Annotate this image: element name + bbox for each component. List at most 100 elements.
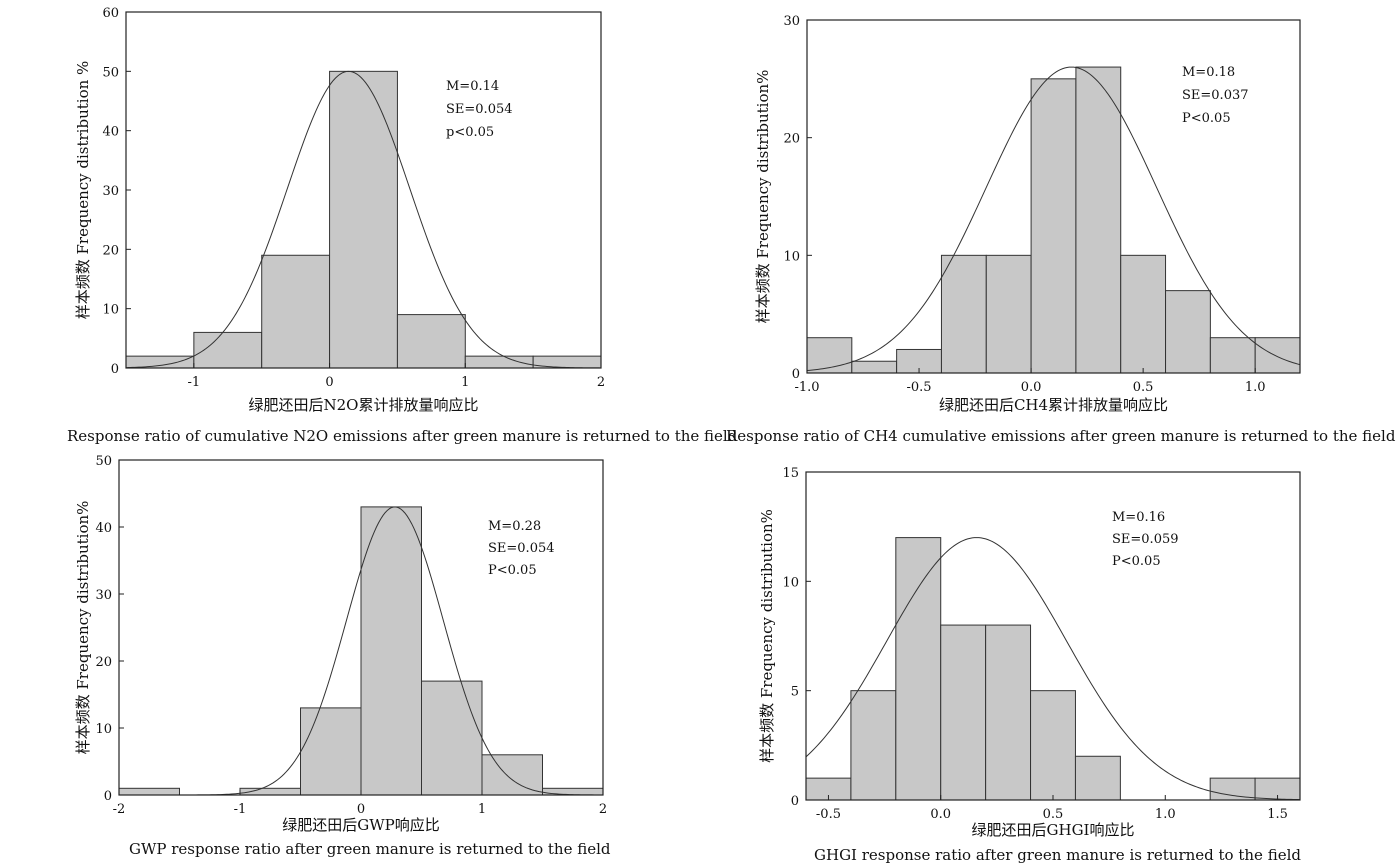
ghgi-histogram-bar [850, 690, 897, 801]
n2o-y-tick-label: 0 [111, 362, 119, 377]
n2o-histogram-bar [329, 70, 398, 369]
n2o-y-tick-label: 50 [102, 65, 119, 80]
ghgi-stat-label: M=0.16 [1112, 510, 1165, 525]
ghgi-histogram-bar [895, 537, 942, 801]
ch4-x-tick-label: 1.0 [1245, 380, 1266, 395]
gwp-y-axis-title: 样本频数 Frequency distribution% [74, 501, 92, 755]
ghgi-x-tick-label: 0.0 [930, 807, 951, 822]
ch4-y-axis-title: 样本频数 Frequency distribution% [754, 70, 772, 324]
gwp-histogram-bar [300, 707, 362, 796]
n2o-histogram-chart: 0 10 20 30 40 50 60 -1 0 1 2 M=0.14 SE=0.054 p<0.05 绿肥… [74, 6, 605, 414]
n2o-y-axis-title: 样本频数 Frequency distribution % [74, 61, 92, 320]
ghgi-x-tick-label: 1.5 [1267, 807, 1288, 822]
n2o-y-tick-label: 30 [102, 184, 119, 199]
ch4-chart-caption: Response ratio of CH4 cumulative emissio… [726, 427, 1396, 445]
gwp-y-tick-label: 40 [95, 521, 112, 536]
gwp-histogram-bar [421, 680, 483, 796]
gwp-histogram-chart: 0 10 20 30 40 50 -2 -1 0 1 2 M=0.28 SE=0.054 P<0.05 绿肥… [74, 454, 607, 834]
ghgi-histogram-panel: 0 5 10 15 -0.5 0.0 0.5 1.0 1.5 M=0.16 SE=0.059 P<0.… [700, 450, 1399, 868]
ch4-histogram-bar [1209, 337, 1256, 374]
ghgi-y-tick-label: 5 [791, 685, 799, 700]
ghgi-histogram-bar [940, 624, 987, 801]
gwp-y-tick-label: 0 [104, 789, 112, 804]
ghgi-x-tick-label: -0.5 [816, 807, 841, 822]
gwp-x-tick-label: 0 [357, 802, 365, 817]
ch4-histogram-chart: 0 10 20 30 -1.0 -0.5 0.0 0.5 1.0 M=0.18 SE=0.037 P<… [754, 14, 1301, 414]
ch4-stat-label: P<0.05 [1182, 111, 1231, 126]
gwp-histogram-bar [481, 754, 543, 796]
ghgi-x-tick-label: 0.5 [1043, 807, 1064, 822]
ch4-histogram-panel: 0 10 20 30 -1.0 -0.5 0.0 0.5 1.0 M=0.18 SE=0.037 P<… [700, 0, 1399, 450]
ch4-histogram-bar [1254, 337, 1301, 374]
ghgi-y-tick-label: 0 [791, 794, 799, 809]
n2o-histogram-bar [464, 355, 534, 369]
ch4-y-tick-label: 10 [783, 249, 800, 264]
gwp-y-tick-label: 50 [95, 454, 112, 469]
gwp-x-axis-title: 绿肥还田后GWP响应比 [282, 816, 440, 834]
ch4-x-tick-label: -1.0 [794, 380, 819, 395]
ch4-y-tick-label: 0 [792, 367, 800, 382]
gwp-histogram-bar [118, 787, 180, 796]
n2o-histogram-bar [396, 314, 466, 369]
ghgi-y-tick-label: 10 [782, 575, 799, 590]
ch4-y-tick-label: 20 [783, 132, 800, 147]
ch4-histogram-bar [940, 254, 987, 374]
n2o-stat-label: SE=0.054 [446, 102, 513, 117]
gwp-histogram-bar [360, 506, 422, 796]
n2o-y-tick-label: 10 [102, 303, 119, 318]
n2o-normal-curve [125, 70, 602, 369]
n2o-histogram-panel: 0 10 20 30 40 50 60 -1 0 1 2 M=0.14 SE=0.054 p<0.05 绿肥… [0, 0, 737, 450]
ch4-x-tick-label: -0.5 [907, 380, 932, 395]
ch4-y-tick-label: 30 [783, 14, 800, 29]
ghgi-histogram-bar [985, 624, 1032, 801]
n2o-stat-label: M=0.14 [446, 79, 499, 94]
gwp-y-tick-label: 30 [95, 588, 112, 603]
n2o-x-axis-title: 绿肥还田后N2O累计排放量响应比 [249, 396, 479, 414]
ghgi-y-axis-title: 样本频数 Frequency distribution% [758, 509, 776, 763]
ch4-x-tick-label: 0.0 [1021, 380, 1042, 395]
n2o-y-tick-label: 40 [102, 125, 119, 140]
ch4-stat-label: SE=0.037 [1182, 88, 1249, 103]
ch4-histogram-bar [851, 360, 898, 374]
ghgi-x-tick-label: 1.0 [1155, 807, 1176, 822]
n2o-chart-caption: Response ratio of cumulative N2O emissio… [67, 427, 738, 445]
ch4-histogram-bar [1120, 254, 1167, 374]
n2o-y-tick-label: 60 [102, 6, 119, 21]
ghgi-stat-label: SE=0.059 [1112, 532, 1179, 547]
ch4-plot-frame [806, 19, 1301, 374]
n2o-histogram-bar [261, 254, 331, 369]
ch4-x-tick-label: 0.5 [1133, 380, 1154, 395]
gwp-y-tick-label: 20 [95, 655, 112, 670]
ch4-x-axis-title: 绿肥还田后CH4累计排放量响应比 [939, 396, 1168, 414]
gwp-histogram-panel: 0 10 20 30 40 50 -2 -1 0 1 2 M=0.28 SE=0.054 P<0.05 绿肥… [0, 450, 700, 868]
ghgi-histogram-bar [1209, 777, 1256, 801]
ch4-histogram-bar [985, 254, 1032, 374]
gwp-stat-label: SE=0.054 [488, 541, 555, 556]
n2o-stat-label: p<0.05 [446, 125, 494, 140]
gwp-x-tick-label: -1 [234, 802, 247, 817]
ch4-histogram-bar [1165, 290, 1211, 374]
gwp-histogram-bar [542, 787, 604, 796]
ghgi-chart-caption: GHGI response ratio after green manure i… [814, 846, 1301, 864]
gwp-y-tick-label: 10 [95, 722, 112, 737]
ch4-histogram-bar [1030, 78, 1077, 374]
n2o-x-tick-label: 1 [461, 375, 469, 390]
gwp-x-tick-label: 1 [478, 802, 486, 817]
ghgi-x-axis-title: 绿肥还田后GHGI响应比 [972, 821, 1135, 839]
n2o-histogram-bar [125, 355, 195, 369]
ch4-stat-label: M=0.18 [1182, 65, 1235, 80]
n2o-x-tick-label: 0 [325, 375, 333, 390]
ghgi-stat-label: P<0.05 [1112, 554, 1161, 569]
ghgi-normal-curve [805, 537, 1301, 801]
ghgi-histogram-chart: 0 5 10 15 -0.5 0.0 0.5 1.0 1.5 M=0.16 SE=0.059 P<0.… [758, 466, 1301, 839]
gwp-chart-caption: GWP response ratio after green manure is… [129, 840, 611, 858]
n2o-y-tick-label: 20 [102, 243, 119, 258]
gwp-x-tick-label: -2 [113, 802, 126, 817]
gwp-x-tick-label: 2 [599, 802, 607, 817]
gwp-stat-label: M=0.28 [488, 519, 541, 534]
ch4-histogram-bar [1075, 66, 1122, 374]
gwp-stat-label: P<0.05 [488, 563, 537, 578]
ch4-normal-curve [806, 66, 1301, 372]
n2o-histogram-bar [193, 331, 263, 369]
ghgi-histogram-bar [1030, 690, 1076, 801]
